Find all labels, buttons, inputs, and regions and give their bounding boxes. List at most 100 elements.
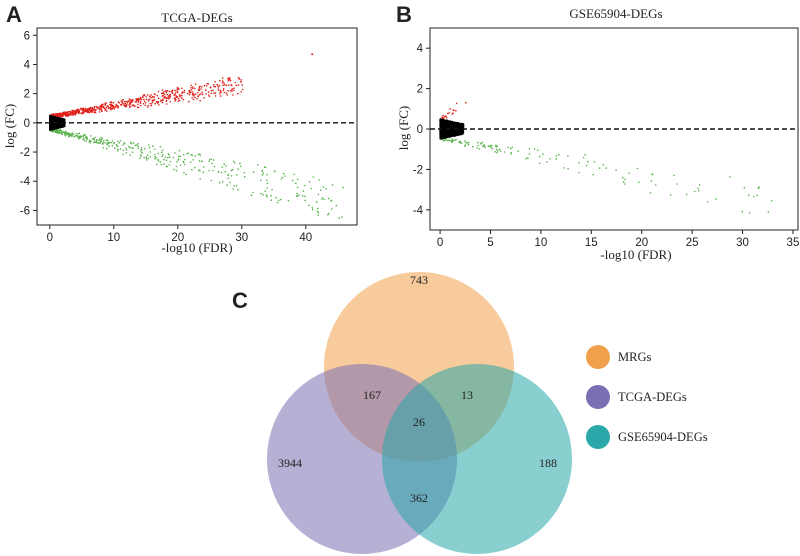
panel-a-point: [209, 86, 212, 88]
panel-b-point: [442, 129, 444, 132]
panel-a-point: [203, 166, 205, 168]
panel-a-point: [150, 103, 153, 105]
panel-a-point: [217, 87, 220, 89]
panel-a-point: [140, 155, 142, 158]
panel-b-point: [448, 112, 451, 114]
legend-item-tcga-degs: TCGA-DEGs: [586, 385, 687, 409]
panel-a-point: [150, 104, 152, 107]
panel-a-point: [237, 76, 240, 79]
panel-a-point: [101, 106, 104, 108]
panel-a-point: [70, 133, 72, 135]
panel-a-point: [140, 98, 142, 100]
panel-a-point: [230, 84, 232, 86]
panel-a-point: [78, 110, 81, 112]
panel-a-point: [266, 187, 268, 189]
panel-a-point: [90, 140, 92, 143]
panel-a-point: [199, 99, 201, 102]
panel-a-point: [220, 171, 223, 174]
panel-a-y-axis: -6 -4 -2 0 2 4 6: [20, 30, 37, 217]
panel-b-point: [467, 143, 470, 146]
panel-b-point: [481, 141, 484, 144]
panel-b-point: [443, 127, 446, 129]
panel-a-point: [167, 156, 169, 159]
panel-a-point: [271, 188, 273, 191]
panel-a-point: [234, 81, 236, 84]
panel-a-point: [325, 188, 327, 190]
panel-b-point: [458, 132, 461, 135]
panel-a-point: [232, 94, 234, 96]
panel-b-point: [507, 146, 509, 149]
panel-b-point: [585, 164, 588, 167]
panel-a-point: [304, 195, 306, 198]
panel-a-point: [170, 90, 173, 92]
panel-a-point: [191, 86, 194, 88]
panel-a-point: [153, 148, 156, 150]
panel-a-point: [83, 108, 85, 111]
panel-b-point: [449, 121, 452, 124]
panel-a-point: [129, 106, 131, 109]
panel-a-point: [60, 130, 62, 132]
panel-a-point: [218, 181, 221, 184]
panel-a-point: [308, 204, 310, 207]
panel-a-point: [74, 112, 76, 115]
panel-a-point: [227, 84, 230, 86]
panel-a-point: [85, 140, 87, 142]
panel-a-point: [144, 102, 147, 104]
panel-b-xtick-label: 25: [686, 237, 699, 249]
panel-a-point: [184, 158, 186, 161]
panel-a-point: [56, 131, 59, 134]
panel-a-point: [134, 144, 137, 147]
panel-a-point: [54, 127, 56, 130]
panel-b-point: [442, 122, 445, 125]
panel-a-point: [141, 96, 144, 98]
panel-b-xtick-label: 10: [535, 237, 548, 249]
panel-b-point: [538, 162, 541, 165]
panel-b-point: [622, 181, 625, 183]
panel-a-point: [223, 91, 226, 94]
panel-a-point: [122, 149, 125, 152]
panel-b-point: [450, 140, 452, 142]
panel-a-point: [167, 90, 169, 92]
panel-a-point: [179, 164, 182, 166]
panel-b-point: [454, 132, 456, 135]
panel-a-point: [197, 95, 200, 97]
panel-a-xtick-label: 10: [107, 232, 120, 244]
panel-a-point: [321, 198, 323, 200]
panel-a-point: [197, 92, 199, 94]
panel-a-point: [182, 153, 185, 156]
panel-a-point: [55, 125, 58, 128]
panel-a-point: [118, 102, 121, 104]
panel-a-point: [143, 98, 145, 101]
panel-a-point: [176, 161, 178, 163]
panel-a-point: [57, 126, 60, 129]
panel-a-ytick-label: 6: [24, 30, 30, 42]
panel-b-point: [447, 133, 450, 136]
panel-a-point: [113, 108, 116, 110]
venn-count-tcga-gse: 362: [410, 491, 428, 505]
panel-a-point: [235, 84, 238, 87]
panel-a-point: [77, 111, 80, 114]
panel-a-point: [287, 199, 290, 202]
panel-a-point: [296, 195, 299, 198]
panel-a-point: [276, 201, 279, 204]
panel-a-point: [60, 114, 63, 116]
panel-a-point: [137, 145, 139, 148]
panel-a-point: [87, 111, 90, 113]
panel-b-point: [587, 160, 589, 163]
panel-a-point: [91, 108, 94, 111]
panel-b-point: [598, 167, 601, 169]
panel-b-point: [442, 135, 445, 138]
panel-b-point: [496, 149, 499, 152]
panel-b-point: [450, 128, 453, 131]
panel-a-point: [316, 210, 319, 213]
panel-a-point: [188, 100, 190, 103]
panel-a-point: [163, 97, 165, 99]
panel-a-point: [178, 149, 181, 152]
panel-a-point: [72, 111, 74, 113]
panel-a-ytick-label: -4: [20, 176, 31, 188]
panel-a-point: [163, 163, 165, 165]
panel-b-point: [444, 124, 447, 127]
panel-a-point: [76, 136, 79, 138]
panel-a-point: [241, 84, 243, 86]
panel-b-x-axis: 0 5 10 15 20 25 30 35: [437, 230, 799, 249]
